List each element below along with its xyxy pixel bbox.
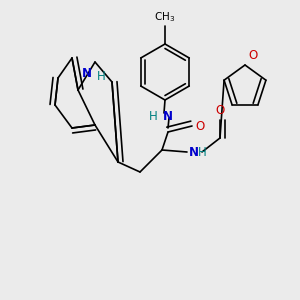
Text: H: H [97,70,106,83]
Text: H: H [198,146,207,160]
Text: H: H [149,110,158,124]
Text: O: O [248,49,257,62]
Text: O: O [195,119,204,133]
Text: N: N [82,67,92,80]
Text: CH$_3$: CH$_3$ [154,10,176,24]
Text: N: N [189,146,199,160]
Text: N: N [163,110,173,124]
Text: O: O [215,104,225,117]
